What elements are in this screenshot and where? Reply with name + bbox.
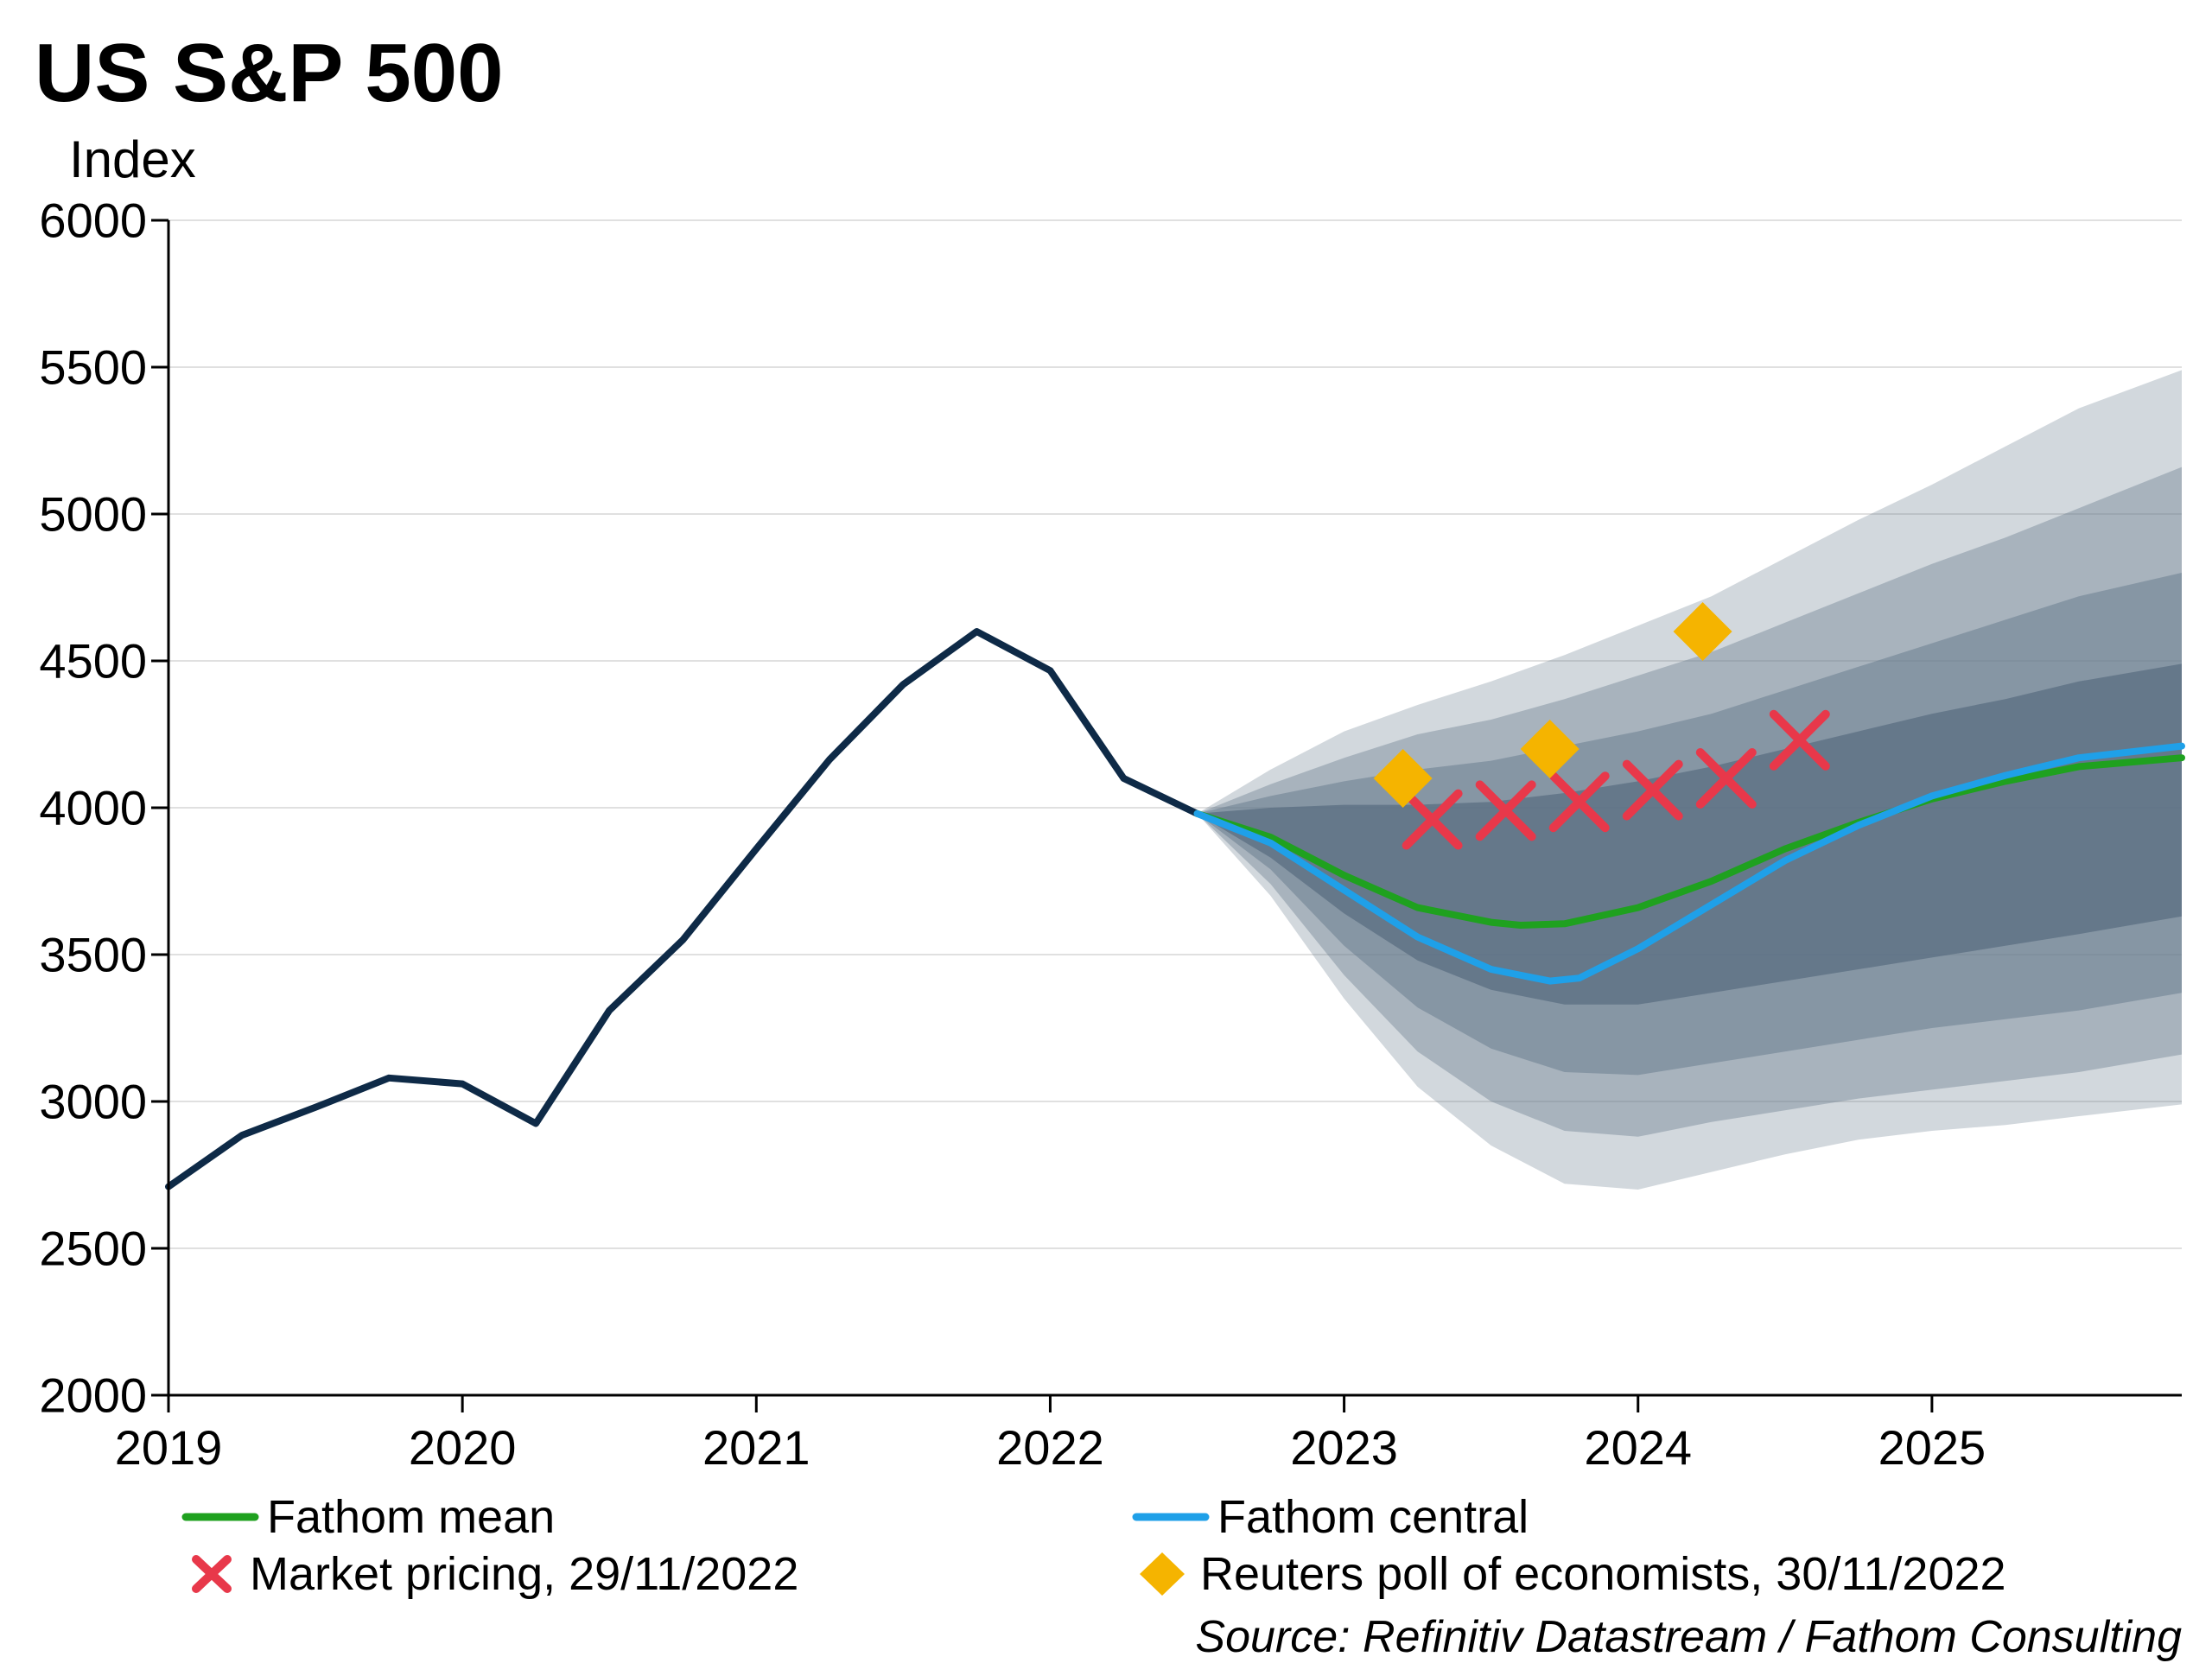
legend-item-fathom-central: Fathom central — [1136, 1490, 1529, 1544]
fan-chart — [168, 220, 2182, 1395]
legend-label: Fathom central — [1217, 1490, 1529, 1544]
y-tick-label: 4000 — [17, 780, 147, 836]
legend-item-reuters-poll: Reuters poll of economists, 30/11/2022 — [1136, 1547, 2006, 1601]
chart-container: US S&P 500 Index 2000 2500 3000 3500 4000 450… — [0, 0, 2212, 1660]
chart-subtitle: Index — [69, 130, 196, 189]
legend-item-fathom-mean: Fathom mean — [186, 1490, 1136, 1544]
y-tick-label: 3000 — [17, 1074, 147, 1130]
legend-label: Fathom mean — [267, 1490, 555, 1544]
legend: Fathom mean Fathom central Market pricin… — [186, 1490, 2182, 1604]
legend-label: Market pricing, 29/11/2022 — [250, 1547, 798, 1601]
x-tick-label: 2024 — [1584, 1419, 1692, 1476]
legend-label: Reuters poll of economists, 30/11/2022 — [1200, 1547, 2006, 1601]
x-tick-label: 2021 — [702, 1419, 810, 1476]
x-tick-label: 2019 — [115, 1419, 223, 1476]
y-tick-label: 5500 — [17, 340, 147, 396]
legend-item-market-pricing: Market pricing, 29/11/2022 — [186, 1547, 1136, 1601]
y-tick-label: 6000 — [17, 193, 147, 249]
x-tick-label: 2025 — [1878, 1419, 1986, 1476]
x-tick-label: 2023 — [1290, 1419, 1398, 1476]
page-title: US S&P 500 — [35, 26, 504, 121]
y-tick-label: 2500 — [17, 1221, 147, 1277]
source-attribution: Source: Refinitiv Datastream / Fathom Co… — [168, 1611, 2182, 1663]
x-tick-label: 2022 — [996, 1419, 1104, 1476]
y-tick-label: 2000 — [17, 1368, 147, 1424]
x-tick-label: 2020 — [409, 1419, 517, 1476]
y-tick-label: 5000 — [17, 486, 147, 543]
y-tick-label: 3500 — [17, 927, 147, 983]
y-tick-label: 4500 — [17, 633, 147, 689]
